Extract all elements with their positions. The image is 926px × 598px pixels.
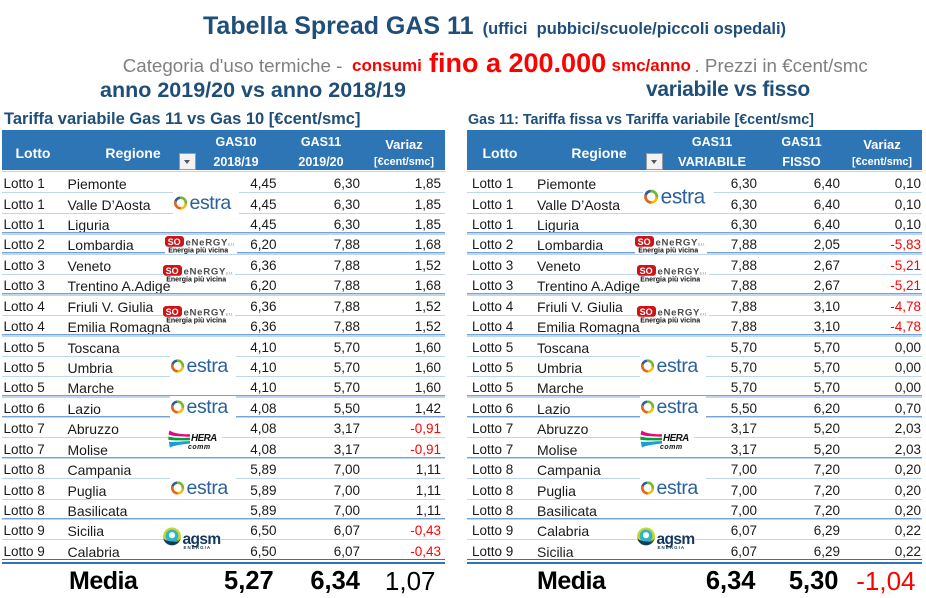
svg-text:s.r.l.: s.r.l.: [700, 312, 707, 316]
svg-text:ENERGIA: ENERGIA: [658, 545, 686, 550]
svg-text:Energia più vicina: Energia più vicina: [166, 317, 226, 323]
svg-text:estra: estra: [661, 185, 706, 208]
svg-text:estra: estra: [189, 192, 231, 214]
svg-text:Energia più vicina: Energia più vicina: [638, 247, 698, 253]
svg-text:eNeRGY: eNeRGY: [658, 307, 701, 318]
svg-text:agsm: agsm: [657, 531, 695, 548]
svg-text:Energia più vicina: Energia più vicina: [168, 247, 228, 253]
svg-text:estra: estra: [187, 396, 229, 418]
svg-text:comm: comm: [188, 444, 211, 450]
svg-text:estra: estra: [657, 396, 699, 418]
svg-text:s.r.l.: s.r.l.: [226, 312, 233, 316]
svg-text:estra: estra: [657, 478, 699, 500]
svg-text:Energia più vicina: Energia più vicina: [166, 276, 226, 282]
svg-text:eNeRGY: eNeRGY: [658, 266, 701, 277]
svg-text:HERA: HERA: [663, 434, 689, 445]
svg-text:eNeRGY: eNeRGY: [184, 307, 227, 318]
svg-text:Energia più vicina: Energia più vicina: [640, 317, 700, 323]
svg-text:SO: SO: [638, 237, 651, 247]
svg-text:SO: SO: [640, 266, 653, 276]
svg-text:estra: estra: [187, 355, 229, 377]
svg-text:SO: SO: [166, 306, 179, 316]
svg-text:ENERGIA: ENERGIA: [184, 545, 212, 550]
svg-text:agsm: agsm: [183, 531, 221, 548]
svg-text:estra: estra: [657, 355, 699, 377]
svg-text:Energia più vicina: Energia più vicina: [640, 276, 700, 282]
svg-text:SO: SO: [166, 266, 179, 276]
svg-text:eNeRGY: eNeRGY: [656, 237, 699, 248]
svg-text:s.r.l.: s.r.l.: [700, 271, 707, 275]
svg-text:HERA: HERA: [191, 434, 217, 445]
svg-text:s.r.l.: s.r.l.: [698, 242, 705, 246]
svg-text:s.r.l.: s.r.l.: [228, 242, 235, 246]
svg-text:SO: SO: [168, 237, 181, 247]
svg-text:eNeRGY: eNeRGY: [184, 266, 227, 277]
svg-text:eNeRGY: eNeRGY: [186, 237, 229, 248]
svg-text:s.r.l.: s.r.l.: [226, 271, 233, 275]
svg-text:estra: estra: [187, 478, 229, 500]
svg-text:SO: SO: [640, 306, 653, 316]
svg-text:comm: comm: [660, 444, 683, 450]
